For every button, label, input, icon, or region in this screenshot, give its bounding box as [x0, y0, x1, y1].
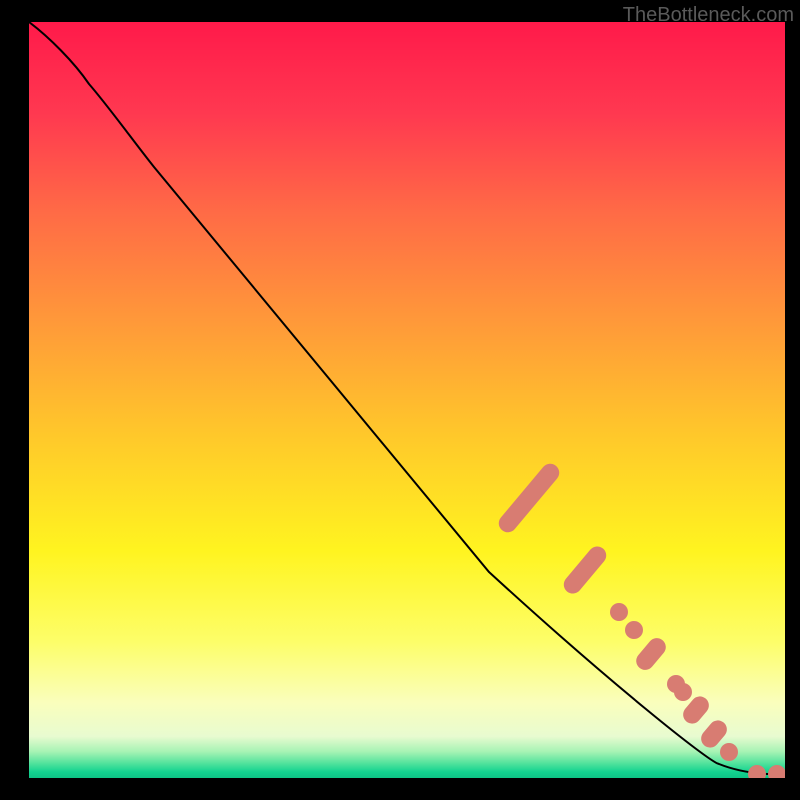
- gradient-background: [29, 22, 785, 778]
- plot-area: [29, 22, 785, 778]
- plot-svg: [29, 22, 785, 778]
- data-marker: [720, 743, 738, 761]
- data-marker: [674, 683, 692, 701]
- data-marker: [625, 621, 643, 639]
- watermark-text: TheBottleneck.com: [623, 4, 794, 27]
- data-marker: [610, 603, 628, 621]
- chart-container: TheBottleneck.com: [0, 0, 800, 800]
